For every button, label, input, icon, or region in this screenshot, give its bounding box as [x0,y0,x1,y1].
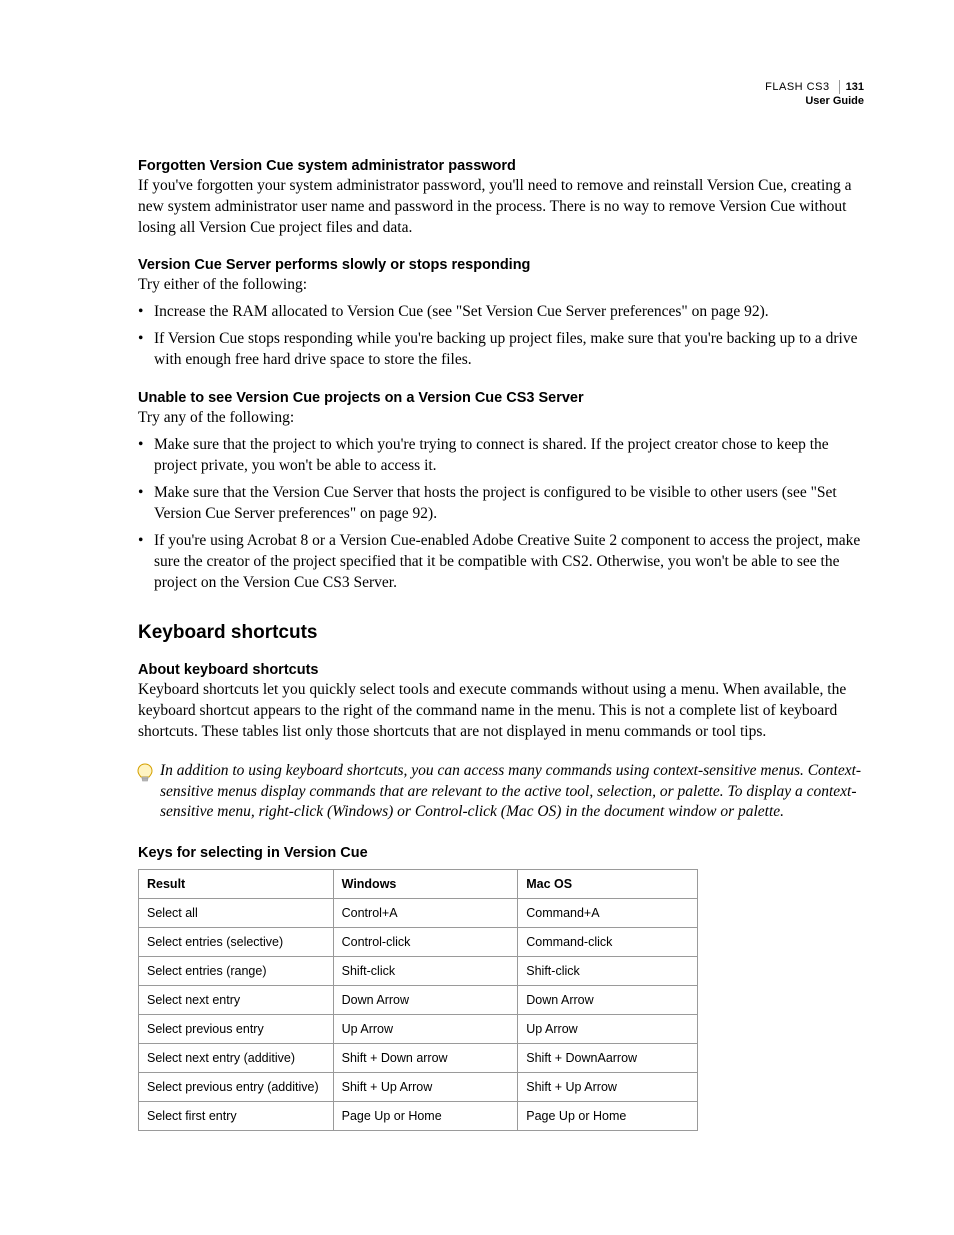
table-header: Result [139,870,334,899]
table-header: Windows [333,870,518,899]
list-item: If you're using Acrobat 8 or a Version C… [138,531,864,594]
section-heading: About keyboard shortcuts [138,662,864,678]
table-row: Select entries (selective)Control-clickC… [139,928,698,957]
table-title: Keys for selecting in Version Cue [138,845,864,861]
section-intro: Try either of the following: [138,275,864,296]
table-row: Select next entry (additive)Shift + Down… [139,1044,698,1073]
table-header: Mac OS [518,870,698,899]
header-guide: User Guide [765,94,864,108]
table-cell: Select previous entry [139,1015,334,1044]
table-cell: Select entries (selective) [139,928,334,957]
shortcuts-table: Result Windows Mac OS Select allControl+… [138,869,698,1131]
table-cell: Select next entry (additive) [139,1044,334,1073]
tip-block: In addition to using keyboard shortcuts,… [138,761,864,824]
table-row: Select next entryDown ArrowDown Arrow [139,986,698,1015]
table-cell: Down Arrow [333,986,518,1015]
table-cell: Select first entry [139,1102,334,1131]
list-item: If Version Cue stops responding while yo… [138,329,864,371]
table-cell: Down Arrow [518,986,698,1015]
section-body: If you've forgotten your system administ… [138,176,864,239]
table-row: Select first entryPage Up or HomePage Up… [139,1102,698,1131]
table-cell: Shift-click [333,957,518,986]
table-cell: Command+A [518,899,698,928]
list-item: Increase the RAM allocated to Version Cu… [138,302,864,323]
header-page-number: 131 [839,80,864,94]
bullet-list: Make sure that the project to which you'… [138,435,864,593]
page-content: Forgotten Version Cue system administrat… [138,158,864,1131]
section-heading: Forgotten Version Cue system administrat… [138,158,864,174]
table-cell: Control+A [333,899,518,928]
table-row: Select previous entryUp ArrowUp Arrow [139,1015,698,1044]
page-header: FLASH CS3 131 User Guide [765,80,864,109]
table-cell: Select previous entry (additive) [139,1073,334,1102]
list-item: Make sure that the Version Cue Server th… [138,483,864,525]
table-cell: Page Up or Home [333,1102,518,1131]
table-cell: Up Arrow [333,1015,518,1044]
bullet-list: Increase the RAM allocated to Version Cu… [138,302,864,371]
header-product: FLASH CS3 [765,80,829,94]
section-intro: Try any of the following: [138,408,864,429]
section-heading: Version Cue Server performs slowly or st… [138,257,864,273]
major-heading: Keyboard shortcuts [138,622,864,644]
table-row: Select previous entry (additive)Shift + … [139,1073,698,1102]
section-body: Keyboard shortcuts let you quickly selec… [138,680,864,743]
tip-text: In addition to using keyboard shortcuts,… [138,761,864,824]
table-header-row: Result Windows Mac OS [139,870,698,899]
table-cell: Up Arrow [518,1015,698,1044]
table-cell: Select next entry [139,986,334,1015]
table-cell: Shift + Up Arrow [333,1073,518,1102]
table-row: Select entries (range)Shift-clickShift-c… [139,957,698,986]
section-heading: Unable to see Version Cue projects on a … [138,390,864,406]
list-item: Make sure that the project to which you'… [138,435,864,477]
table-cell: Command-click [518,928,698,957]
table-row: Select allControl+ACommand+A [139,899,698,928]
lightbulb-icon [136,763,154,785]
table-cell: Shift-click [518,957,698,986]
table-cell: Select entries (range) [139,957,334,986]
table-cell: Select all [139,899,334,928]
table-cell: Shift + DownAarrow [518,1044,698,1073]
table-cell: Shift + Up Arrow [518,1073,698,1102]
table-cell: Control-click [333,928,518,957]
table-cell: Page Up or Home [518,1102,698,1131]
table-cell: Shift + Down arrow [333,1044,518,1073]
